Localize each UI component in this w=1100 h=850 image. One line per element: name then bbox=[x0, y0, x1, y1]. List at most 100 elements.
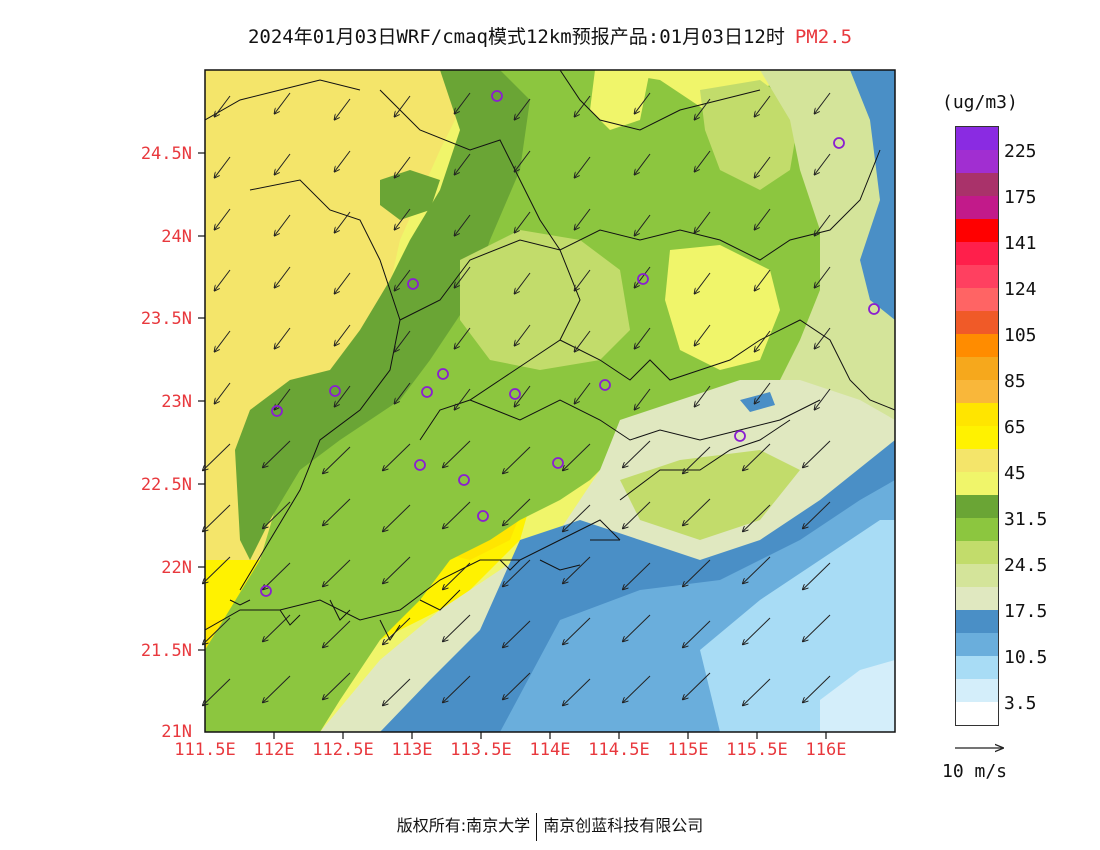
y-label: 23.5N bbox=[140, 309, 192, 329]
x-label: 114E bbox=[529, 740, 571, 760]
wind-arrow bbox=[274, 153, 291, 175]
color-bar-label: 45 bbox=[1004, 463, 1026, 484]
color-bar-segment bbox=[956, 173, 998, 196]
y-label: 24.5N bbox=[140, 144, 192, 164]
wind-arrow bbox=[454, 388, 471, 410]
wind-arrow bbox=[263, 501, 291, 529]
color-bar-segment bbox=[956, 127, 998, 150]
color-bar-label: 124 bbox=[1004, 279, 1037, 300]
color-bar-segment bbox=[956, 587, 998, 610]
site-marker bbox=[491, 90, 503, 102]
title-text: 2024年01月03日WRF/cmaq模式12km预报产品:01月03日12时 bbox=[247, 26, 785, 48]
wind-arrow bbox=[574, 95, 591, 117]
wind-arrow bbox=[443, 675, 471, 703]
site-marker bbox=[407, 278, 419, 290]
color-bar-segment bbox=[956, 633, 998, 656]
wind-arrow bbox=[683, 672, 711, 700]
wind-arrow bbox=[274, 92, 291, 114]
wind-arrow bbox=[394, 269, 411, 291]
wind-arrow bbox=[383, 504, 411, 532]
x-label: 112.5E bbox=[312, 740, 374, 760]
wind-arrow bbox=[634, 266, 651, 288]
wind-arrow bbox=[814, 153, 831, 175]
color-bar-segment bbox=[956, 219, 998, 242]
wind-arrow bbox=[574, 330, 591, 352]
wind-arrow bbox=[743, 556, 771, 584]
color-bar-label: 65 bbox=[1004, 417, 1026, 438]
x-label: 113E bbox=[391, 740, 433, 760]
color-bar-segment bbox=[956, 564, 998, 587]
color-bar-label: 105 bbox=[1004, 325, 1037, 346]
wind-arrow bbox=[454, 153, 471, 175]
site-marker bbox=[271, 405, 283, 417]
wind-arrow bbox=[754, 208, 771, 230]
wind-arrow bbox=[383, 678, 411, 706]
wind-arrow bbox=[274, 214, 291, 236]
color-bar-label: 24.5 bbox=[1004, 555, 1048, 576]
wind-arrow bbox=[334, 272, 351, 294]
wind-arrow bbox=[394, 156, 411, 178]
wind-arrow bbox=[814, 214, 831, 236]
wind-arrow bbox=[214, 269, 231, 291]
wind-arrow bbox=[334, 324, 351, 346]
wind-arrow bbox=[563, 443, 591, 471]
site-marker bbox=[414, 459, 426, 471]
wind-arrow bbox=[563, 504, 591, 532]
wind-arrow bbox=[334, 211, 351, 233]
wind-arrow bbox=[323, 672, 351, 700]
wind-arrow bbox=[503, 620, 531, 648]
wind-arrow bbox=[694, 150, 711, 172]
x-label: 113.5E bbox=[450, 740, 512, 760]
wind-vectors bbox=[203, 92, 831, 706]
wind-arrow bbox=[634, 327, 651, 349]
wind-arrow bbox=[514, 150, 531, 172]
wind-arrow bbox=[263, 614, 291, 642]
wind-arrow bbox=[214, 208, 231, 230]
wind-arrow bbox=[683, 446, 711, 474]
wind-arrow bbox=[574, 208, 591, 230]
y-label: 22N bbox=[161, 558, 192, 578]
wind-arrow bbox=[623, 562, 651, 590]
color-bar-segment bbox=[956, 288, 998, 311]
wind-arrow bbox=[814, 327, 831, 349]
color-bar-segment bbox=[956, 150, 998, 173]
wind-arrow bbox=[743, 617, 771, 645]
axis-ticks bbox=[198, 152, 827, 739]
wind-arrow bbox=[203, 556, 231, 584]
wind-arrow bbox=[634, 388, 651, 410]
wind-arrow bbox=[623, 440, 651, 468]
color-bar-segment bbox=[956, 196, 998, 219]
wind-arrow bbox=[394, 208, 411, 230]
wind-arrow bbox=[623, 675, 651, 703]
wind-arrow bbox=[454, 266, 471, 288]
wind-arrow bbox=[694, 385, 711, 407]
wind-arrow bbox=[203, 678, 231, 706]
color-bar-label: 31.5 bbox=[1004, 509, 1048, 530]
wind-arrow bbox=[683, 620, 711, 648]
wind-arrow bbox=[214, 95, 231, 117]
wind-arrow bbox=[454, 214, 471, 236]
wind-arrow bbox=[574, 382, 591, 404]
wind-arrow bbox=[754, 382, 771, 404]
x-label: 115E bbox=[667, 740, 709, 760]
wind-arrow bbox=[203, 443, 231, 471]
x-label: 116E bbox=[805, 740, 847, 760]
site-marker bbox=[477, 510, 489, 522]
wind-arrow bbox=[754, 269, 771, 291]
wind-arrow bbox=[743, 678, 771, 706]
wind-arrow bbox=[323, 620, 351, 648]
color-bar-segment bbox=[956, 495, 998, 518]
y-label: 24N bbox=[161, 227, 192, 247]
footer-divider bbox=[536, 812, 538, 841]
site-marker bbox=[868, 303, 880, 315]
site-marker bbox=[599, 379, 611, 391]
wind-arrow bbox=[814, 92, 831, 114]
color-bar-segment bbox=[956, 380, 998, 403]
monitoring-sites bbox=[260, 90, 880, 597]
wind-arrow bbox=[503, 559, 531, 587]
wind-arrow bbox=[803, 562, 831, 590]
x-label: 111.5E bbox=[174, 740, 236, 760]
boundary-lines bbox=[205, 70, 895, 641]
y-label: 21.5N bbox=[140, 641, 192, 661]
